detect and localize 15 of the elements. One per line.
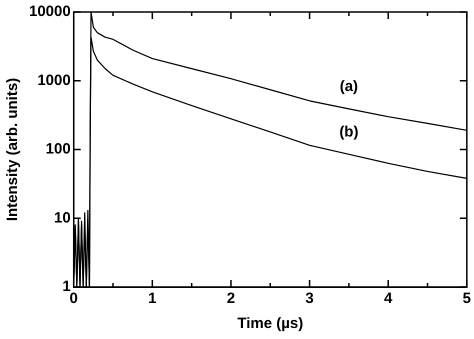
x-tick-label: 5 (462, 290, 471, 308)
series-label: (b) (339, 123, 358, 140)
x-axis-title: Time (µs) (237, 315, 304, 332)
x-tick-label: 3 (305, 290, 314, 308)
y-tick-label: 10000 (28, 3, 71, 20)
series-label: (a) (340, 78, 358, 95)
x-tick-label: 4 (384, 290, 394, 308)
y-tick-label: 1 (62, 278, 71, 296)
y-tick-label: 1000 (37, 72, 71, 89)
x-tick-label: 2 (226, 290, 236, 308)
x-tick-label: 1 (148, 290, 157, 308)
y-axis-title: Intensity (arb. units) (4, 78, 22, 222)
x-tick-label: 0 (70, 290, 78, 308)
y-tick-label: 100 (46, 140, 71, 158)
y-tick-label: 10 (54, 209, 71, 226)
